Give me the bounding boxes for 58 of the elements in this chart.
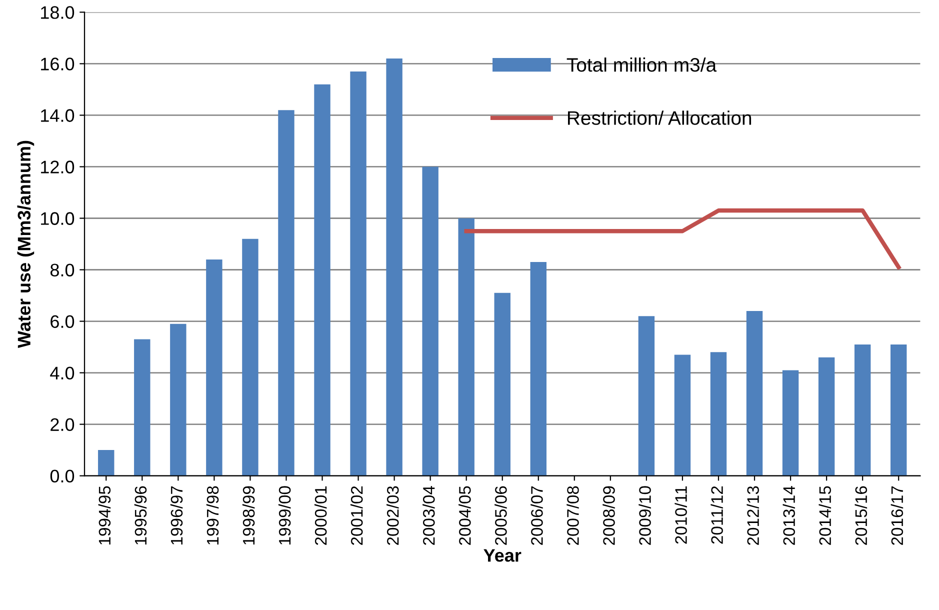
bar [134,339,150,476]
bar [782,370,799,476]
y-tick-label: 0.0 [50,470,74,483]
x-tick-label: 2010/11 [674,486,687,544]
y-tick-label: 16.0 [41,58,74,70]
x-tick-label: 2005/06 [494,486,507,545]
x-tick-label: 2011/12 [710,486,723,544]
bar [494,292,510,476]
bar [422,166,438,476]
bar [674,354,691,476]
x-tick-label: 2008/09 [602,486,615,545]
y-tick-label: 8.0 [50,264,74,276]
bar [242,238,258,476]
y-tick-label: 14.0 [41,109,74,122]
x-tick-label: 2016/17 [890,486,904,545]
x-tick-label: 1994/95 [98,486,111,544]
x-tick-label: 1999/00 [278,486,291,544]
bar [818,357,835,476]
x-axis-title: Year [484,549,522,562]
bar [854,344,871,476]
y-tick-label: 10.0 [41,212,74,225]
x-tick-label: 2002/03 [386,486,399,545]
bar [350,71,366,476]
y-tick-label: 6.0 [50,315,74,328]
bar [278,110,294,476]
bar [206,259,222,476]
legend-label: Total million m3/a [566,58,717,72]
legend-label: Restriction/ Allocation [568,110,752,125]
x-tick-label: 2006/07 [530,486,543,545]
bar [638,316,655,476]
x-tick-label: 1997/98 [206,486,219,544]
bar [314,84,330,476]
x-tick-label: 1998/99 [242,486,255,544]
y-tick-label: 2.0 [50,418,74,432]
y-tick-label: 4.0 [50,366,74,380]
x-tick-label: 1996/97 [170,486,183,544]
x-tick-label: 2003/04 [422,486,435,545]
x-tick-label: 2009/10 [638,486,651,545]
x-tick-label: 2013/14 [782,486,796,545]
x-tick-label: 2015/16 [854,486,868,545]
bar [458,218,474,476]
y-axis-title: Water use (Mm3/annum) [17,140,34,348]
bar [98,450,114,476]
bar [530,262,546,476]
bar [386,58,402,476]
bar [890,344,907,476]
x-tick-label: 2001/02 [350,486,363,545]
bar [170,324,186,476]
x-tick-label: 2004/05 [458,486,471,545]
y-tick-label: 12.0 [41,160,74,174]
x-tick-label: 2012/13 [746,486,759,545]
x-tick-label: 2014/15 [818,486,832,545]
x-tick-label: 2007/08 [566,486,579,545]
x-tick-label: 2000/01 [314,486,327,545]
x-tick-label: 1995/96 [134,486,147,544]
bar [710,352,727,476]
bar [746,310,763,476]
y-tick-label: 18.0 [41,6,74,19]
